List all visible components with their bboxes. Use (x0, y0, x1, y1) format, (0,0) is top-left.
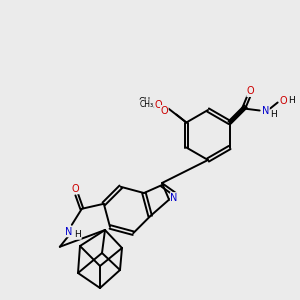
Text: O: O (160, 106, 168, 116)
Text: O: O (71, 184, 79, 194)
Text: H: H (270, 110, 277, 119)
Text: N: N (65, 227, 73, 237)
Text: N: N (262, 106, 269, 116)
Text: CH₃: CH₃ (139, 100, 153, 109)
Text: O: O (280, 95, 287, 106)
Text: O: O (154, 100, 162, 110)
Text: H: H (74, 230, 81, 239)
Text: N: N (170, 193, 178, 202)
Text: H: H (288, 96, 295, 105)
Text: O: O (247, 86, 254, 97)
Text: CH₃: CH₃ (139, 97, 154, 106)
